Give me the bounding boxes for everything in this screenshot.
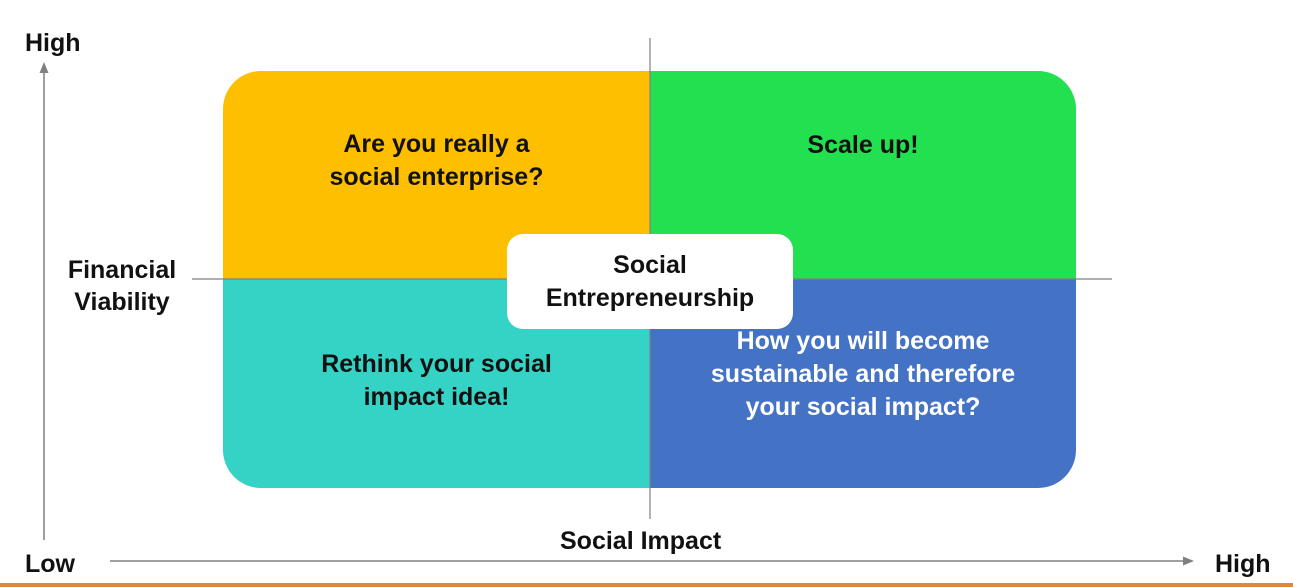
quadrant-bottom-left-line-1: Rethink your social: [321, 349, 552, 378]
quadrant-top-left: Are you really a social enterprise?: [223, 71, 650, 279]
center-label-line-1: Social: [613, 250, 687, 279]
bottom-rule: [0, 583, 1293, 587]
quadrant-bottom-left-line-2: impact idea!: [363, 382, 510, 411]
y-axis-arrowhead: [39, 62, 49, 73]
quadrant-top-left-line-1: Are you really a: [343, 130, 530, 158]
quadrant-bottom-right-line-1: How you will become: [736, 327, 990, 355]
x-axis-high-label: High: [1215, 550, 1271, 578]
quadrant-top-right-line-1: Scale up!: [807, 130, 919, 159]
quadrant-bottom-right-line-2: sustainable and therefore: [710, 360, 1016, 388]
quadrant-bottom-right-line-3: your social impact?: [745, 393, 981, 421]
y-axis-title: Financial Viability: [67, 256, 177, 316]
quadrant-top-left-line-2: social enterprise?: [329, 163, 544, 191]
y-axis-low-label: Low: [25, 550, 75, 578]
center-label-line-2: Entrepreneurship: [545, 283, 755, 312]
center-label-box: Social Entrepreneurship: [507, 234, 793, 329]
x-axis-arrowhead: [1183, 556, 1194, 566]
y-axis-high-label: High: [25, 29, 81, 57]
x-axis-title: Social Impact: [560, 527, 722, 555]
